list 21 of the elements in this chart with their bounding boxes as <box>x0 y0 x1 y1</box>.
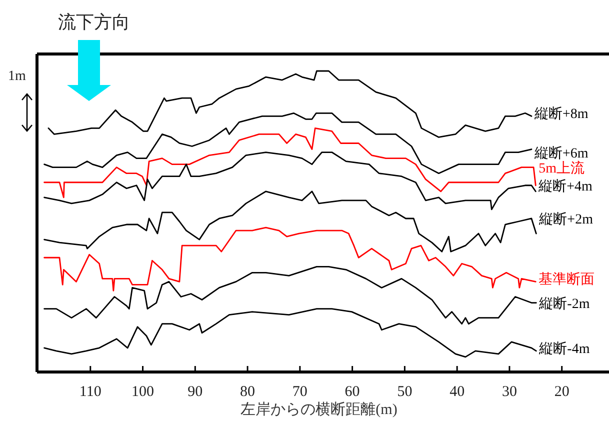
x-axis-title: 左岸からの横断距離(m) <box>240 401 398 418</box>
x-tick-label: 40 <box>450 384 465 400</box>
x-tick-label: 80 <box>240 384 256 400</box>
series-label: 縦断+2m <box>538 211 594 228</box>
x-tick-label: 100 <box>132 384 154 400</box>
x-tick-label: 110 <box>79 384 102 400</box>
series-label: 縦断-2m <box>538 296 590 312</box>
series-label: 縦断+4m <box>538 178 593 194</box>
text: 1m <box>8 69 26 84</box>
series-label: 縦断+8m <box>533 106 588 122</box>
x-tick-label: 20 <box>554 384 570 400</box>
x-tick-label: 60 <box>344 384 360 400</box>
series-label: 基準断面 <box>538 272 595 288</box>
series-label: 縦断-4m <box>538 340 590 357</box>
x-tick-label: 30 <box>502 384 517 400</box>
text: 流下方向 <box>58 12 130 32</box>
x-tick-label: 70 <box>292 384 308 400</box>
x-tick-label: 90 <box>188 384 203 400</box>
x-tick-label: 50 <box>397 384 412 400</box>
series-label: 5m上流 <box>538 160 585 176</box>
series-label: 縦断+6m <box>533 145 588 162</box>
